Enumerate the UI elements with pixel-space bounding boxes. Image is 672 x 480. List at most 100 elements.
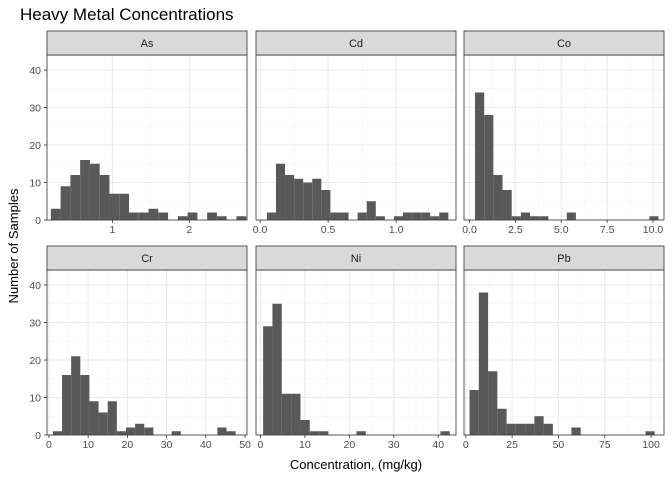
x-tick-label: 0.5 [321, 224, 336, 236]
histogram-bar [89, 401, 99, 435]
histogram-bar [177, 216, 188, 220]
y-tick-label: 0 [35, 215, 41, 227]
chart-title: Heavy Metal Concentrations [20, 5, 234, 24]
histogram-bar [330, 212, 340, 220]
facet-strip [46, 245, 248, 271]
histogram-bar [469, 390, 479, 435]
histogram-bar [135, 423, 145, 435]
histogram-bar [89, 163, 100, 220]
histogram-bar [275, 163, 286, 220]
y-axis-title: Number of Samples [6, 188, 21, 303]
x-tick-label: 10 [299, 439, 311, 451]
histogram-bar [357, 212, 367, 220]
y-tick-label: 30 [29, 318, 41, 330]
facet-strip-label: Cd [349, 38, 363, 50]
y-tick-label: 10 [29, 393, 41, 405]
facet-strip [463, 245, 665, 271]
facet-panel-ni: Ni 0 10 20 30 40 [255, 245, 457, 451]
histogram-bar [566, 212, 576, 220]
x-tick-label: 25 [506, 439, 518, 451]
x-tick-label: 0.0 [462, 224, 477, 236]
facet-panel-cr: Cr 0 10 20 30 40 50 0 10 20 30 40 [29, 245, 251, 451]
histogram-bar [502, 190, 512, 220]
x-tick-label: 30 [161, 439, 173, 451]
histogram-bar [148, 208, 159, 220]
x-tick-label: 7.5 [600, 224, 615, 236]
histogram-bar [393, 216, 404, 220]
x-tick-label: 5.0 [554, 224, 569, 236]
histogram-bar [144, 427, 154, 435]
facet-panel-pb: Pb 0 25 50 75 100 [463, 245, 665, 451]
x-tick-label: 50 [239, 439, 251, 451]
x-tick-label: 0 [258, 439, 264, 451]
histogram-bar [158, 212, 169, 220]
histogram-bar [266, 212, 276, 220]
x-tick-label: 20 [343, 439, 355, 451]
facet-panel-cd: Cd 0.0 0.5 1.0 [253, 30, 457, 236]
histogram-bar [263, 326, 273, 435]
x-tick-label: 40 [432, 439, 444, 451]
x-tick-label: 2 [186, 224, 192, 236]
facet-strip-label: Cr [141, 253, 153, 265]
histogram-bar [207, 212, 217, 220]
histogram-bar [71, 356, 81, 435]
histogram-bar [187, 212, 198, 220]
histogram-bar [116, 431, 126, 435]
histogram-bar [236, 216, 247, 220]
x-tick-label: 100 [642, 439, 660, 451]
y-tick-label: 20 [29, 140, 41, 152]
histogram-bar [272, 303, 282, 435]
histogram-bar [138, 212, 149, 220]
histogram-bar [339, 212, 349, 220]
histogram-bar [285, 175, 295, 220]
facet-strip-label: Pb [557, 253, 570, 265]
histogram-bar [309, 431, 320, 435]
histogram-bar [50, 208, 61, 220]
histogram-bar [62, 375, 72, 435]
histogram-bar [125, 427, 136, 435]
histogram-bar [506, 423, 516, 435]
facet-strip [46, 30, 248, 56]
panel-background [464, 270, 664, 435]
y-tick-label: 0 [35, 430, 41, 442]
histogram-bar [70, 175, 81, 220]
histogram-bar [649, 216, 659, 220]
histogram-bar [226, 431, 236, 435]
facet-strip [463, 30, 665, 56]
histogram-bar [80, 160, 90, 220]
histogram-bar [80, 375, 90, 435]
facet-strip-label: Co [557, 38, 571, 50]
x-tick-label: 75 [599, 439, 611, 451]
histogram-bar [321, 190, 331, 220]
histogram-bar [430, 216, 440, 220]
facet-panel-co: Co 0.0 2.5 5.0 7.5 10.0 [462, 30, 665, 236]
histogram-bar [303, 182, 313, 220]
y-tick-label: 40 [29, 280, 41, 292]
histogram-bar [291, 393, 301, 435]
x-tick-label: 10 [82, 439, 94, 451]
histogram-bar [107, 401, 117, 435]
histogram-bar [520, 212, 531, 220]
histogram-bar [217, 427, 227, 435]
histogram-bar [375, 216, 385, 220]
histogram-bar [281, 393, 292, 435]
x-tick-label: 10.0 [643, 224, 664, 236]
histogram-bar [312, 178, 322, 220]
x-tick-label: 1 [109, 224, 115, 236]
histogram-bar [497, 408, 507, 435]
histogram-bar [294, 178, 304, 220]
histogram-bar [478, 292, 489, 435]
x-axis-title: Concentration, (mg/kg) [290, 457, 422, 472]
histogram-bar [534, 416, 544, 435]
histogram-bar [484, 115, 494, 220]
x-tick-label: 2.5 [508, 224, 523, 236]
histogram-bar [530, 216, 540, 220]
y-tick-label: 30 [29, 103, 41, 115]
y-tick-label: 40 [29, 65, 41, 77]
x-tick-label: 0 [463, 439, 469, 451]
x-tick-label: 50 [553, 439, 565, 451]
histogram-bar [645, 431, 655, 435]
histogram-bar [412, 212, 422, 220]
